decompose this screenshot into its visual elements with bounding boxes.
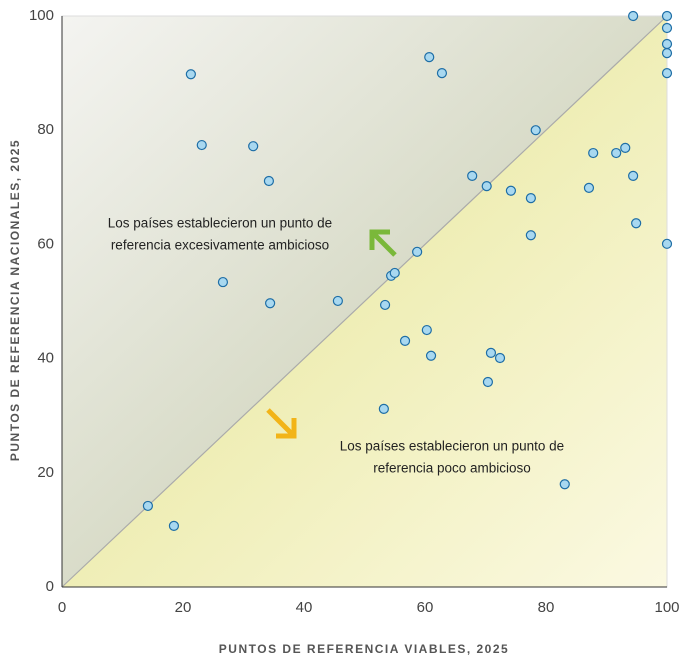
point (421, 324, 432, 336)
point (436, 67, 448, 79)
y-tick-label: 100 (29, 7, 54, 24)
point (661, 10, 673, 22)
arrow-up (369, 229, 390, 250)
annotation: referencia poco ambicioso (373, 461, 531, 476)
x-tick-label: 20 (175, 599, 192, 616)
annotation: referencia excesivamente ambicioso (111, 238, 329, 253)
x-tick-label: 40 (296, 599, 313, 616)
point (628, 10, 639, 22)
point (620, 142, 631, 154)
point (525, 230, 536, 241)
point (631, 218, 642, 229)
y-tick-label: 20 (37, 464, 54, 481)
point (467, 170, 478, 181)
annotation: Los países establecieron un punto de (108, 216, 332, 231)
point (611, 147, 622, 159)
point (583, 182, 595, 193)
point (378, 403, 389, 414)
arrow-down (276, 418, 297, 439)
point (481, 181, 492, 192)
point (505, 185, 517, 196)
point (588, 147, 599, 159)
point (217, 276, 229, 288)
x-axis-label: PUNTOS DE REFERENCIA VIABLES, 2025 (219, 642, 509, 656)
point (248, 141, 259, 152)
point (196, 139, 207, 151)
point (530, 125, 541, 136)
point (185, 69, 196, 80)
point (661, 238, 673, 249)
y-tick-label: 40 (37, 350, 54, 367)
point (661, 67, 673, 79)
y-tick-label: 0 (46, 578, 54, 595)
arrow-up-shaft (371, 231, 397, 257)
point (332, 295, 343, 307)
y-tick-label: 80 (37, 121, 54, 138)
point (525, 193, 536, 204)
point (424, 52, 435, 63)
point (628, 170, 639, 181)
x-tick-label: 0 (58, 599, 66, 616)
x-tick-label: 60 (417, 599, 434, 616)
y-tick-label: 60 (37, 235, 54, 252)
point (559, 479, 570, 490)
point (265, 298, 276, 309)
point (263, 175, 275, 187)
point (482, 376, 494, 388)
point (379, 299, 391, 311)
point (661, 38, 673, 50)
point (389, 267, 400, 279)
point (661, 48, 673, 59)
point (425, 350, 437, 361)
x-tick-label: 100 (654, 599, 679, 616)
y-axis-label: PUNTOS DE REFERENCIA NACIONALES, 2025 (8, 139, 22, 461)
point (168, 520, 180, 532)
arrow-down-shaft (266, 408, 295, 437)
diagonal (61, 15, 668, 588)
x-tick-label: 80 (538, 599, 555, 616)
point (494, 352, 506, 364)
point (142, 500, 154, 512)
point (661, 22, 673, 34)
annotation: Los países establecieron un punto de (340, 439, 564, 454)
point (399, 335, 411, 346)
point (485, 347, 497, 358)
point (412, 246, 423, 257)
